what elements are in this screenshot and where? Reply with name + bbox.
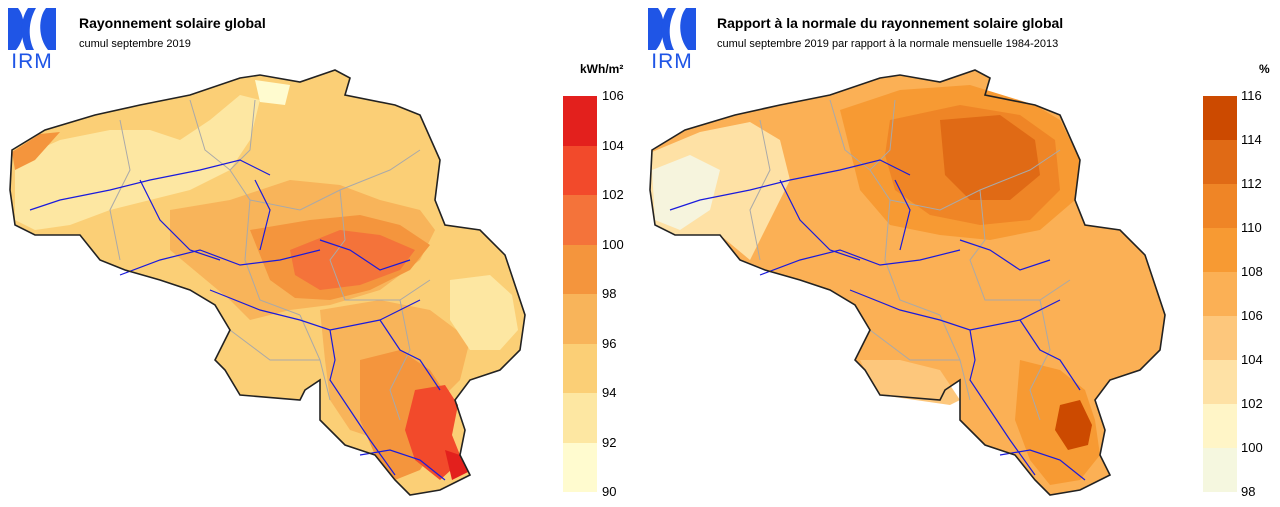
zone-114-core: [940, 115, 1040, 200]
map-fill-zones: [10, 70, 525, 495]
legend-tick-label: 100: [1241, 440, 1263, 455]
legend-tick-labels: 116 114 112 110 108 106 104 102 100 98: [1241, 89, 1277, 499]
legend-tick-label: 112: [1241, 176, 1262, 191]
legend-tick-labels: 106 104 102 100 98 96 94 92 90: [602, 89, 638, 499]
legend-tick-label: 104: [1241, 352, 1263, 367]
legend-swatch: [563, 294, 597, 344]
legend-color-bar: [563, 96, 597, 492]
legend-swatch: [1203, 404, 1237, 448]
belgium-ratio-map: [649, 69, 1166, 496]
legend-tick-label: 92: [602, 434, 617, 450]
irm-logo-text: IRM: [651, 50, 693, 73]
belgium-radiation-map: [9, 69, 526, 496]
legend-swatch: [1203, 272, 1237, 316]
irm-logo: IRM: [646, 4, 698, 74]
legend-swatch: [1203, 360, 1237, 404]
panel-radiation-ratio: IRM Rapport à la normale du rayonnement …: [640, 0, 1280, 507]
legend-swatch: [563, 244, 597, 294]
legend-swatch: [1203, 140, 1237, 184]
legend-tick-label: 110: [1241, 220, 1262, 235]
legend-tick-label: 90: [602, 484, 617, 499]
legend-tick-label: 116: [1241, 88, 1262, 103]
legend-swatch: [1203, 316, 1237, 360]
legend-tick-label: 102: [1241, 396, 1263, 411]
belgium-border: [9, 69, 526, 496]
irm-logo-mark-icon: [648, 8, 696, 50]
legend-tick-label: 96: [602, 335, 617, 351]
legend-tick-label: 106: [1241, 308, 1263, 323]
legend-color-bar: [1203, 96, 1237, 492]
province-borders: [749, 99, 1071, 421]
province-borders: [109, 99, 431, 421]
zone-104-tip: [445, 450, 468, 480]
map-title: Rayonnement solaire global: [79, 15, 266, 31]
zone-106-south-west: [860, 360, 960, 405]
legend-tick-label: 100: [602, 236, 624, 252]
map-subtitle: cumul septembre 2019: [79, 38, 191, 50]
legend-swatch: [563, 442, 597, 492]
zone-114-southeast: [1055, 400, 1092, 450]
belgium-border: [649, 69, 1166, 496]
legend-swatch: [1203, 448, 1237, 492]
legend-tick-label: 102: [602, 187, 624, 202]
zone-92-east: [450, 275, 518, 350]
panel-global-radiation: IRM Rayonnement solaire global cumul sep…: [6, 4, 638, 499]
map-fill-zones: [650, 70, 1165, 495]
legend-swatch: [1203, 96, 1237, 140]
legend-swatch: [563, 145, 597, 195]
irm-logo: IRM: [6, 4, 58, 74]
legend-unit: %: [1259, 62, 1270, 76]
legend-tick-label: 108: [1241, 264, 1263, 279]
legend-swatch: [563, 195, 597, 245]
legend-tick-label: 94: [602, 385, 617, 400]
legend-swatch: [563, 343, 597, 393]
map-subtitle: cumul septembre 2019 par rapport à la no…: [717, 38, 1059, 50]
legend-swatch: [563, 393, 597, 443]
irm-logo-mark-icon: [8, 8, 56, 50]
legend-unit: kWh/m²: [580, 62, 624, 76]
rivers: [29, 159, 446, 481]
legend-tick-label: 98: [1241, 484, 1256, 499]
zone-98-coast-west: [12, 132, 60, 170]
rivers: [669, 159, 1086, 481]
legend-tick-label: 106: [602, 88, 624, 103]
irm-logo-text: IRM: [11, 50, 53, 73]
map-title: Rapport à la normale du rayonnement sola…: [717, 15, 1064, 31]
legend-swatch: [563, 96, 597, 146]
zone-100-west: [652, 155, 720, 230]
zone-92-north: [255, 80, 290, 105]
legend-swatch: [1203, 184, 1237, 228]
legend-swatch: [1203, 228, 1237, 272]
legend-tick-label: 98: [602, 286, 617, 301]
zone-100-brabant: [290, 230, 415, 290]
legend-tick-label: 104: [602, 137, 624, 153]
legend-tick-label: 114: [1241, 132, 1262, 147]
